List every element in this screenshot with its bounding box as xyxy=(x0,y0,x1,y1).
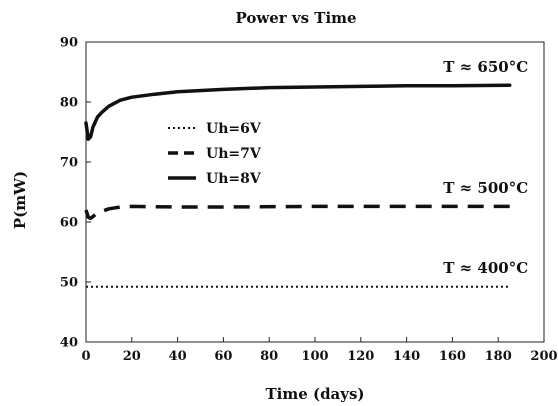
legend: Uh=6V Uh=7V Uh=8V xyxy=(168,121,262,187)
legend-label: Uh=8V xyxy=(206,171,262,187)
series-line-uh-7v xyxy=(84,204,510,221)
series-lines xyxy=(84,83,512,288)
y-tick-label: 40 xyxy=(60,336,78,351)
x-tick-label: 160 xyxy=(439,349,466,364)
chart-title: Power vs Time xyxy=(235,9,356,27)
series-line-uh-8v xyxy=(84,83,512,141)
x-tick-label: 20 xyxy=(123,349,141,364)
x-tick-label: 140 xyxy=(393,349,420,364)
annotations: T ≈ 650°C T ≈ 500°C T ≈ 400°C xyxy=(443,58,528,277)
x-tick-label: 0 xyxy=(81,349,90,364)
x-axis-label: Time (days) xyxy=(265,385,364,403)
temperature-annotation: T ≈ 650°C xyxy=(443,58,528,76)
legend-label: Uh=6V xyxy=(206,121,262,137)
x-tick-label: 180 xyxy=(485,349,512,364)
y-tick-label: 50 xyxy=(60,276,78,291)
y-axis-ticks: 40 50 60 70 80 90 xyxy=(60,36,91,351)
legend-label: Uh=7V xyxy=(206,146,262,162)
y-axis-label: P(mW) xyxy=(11,171,29,229)
x-tick-label: 120 xyxy=(347,349,374,364)
x-tick-label: 200 xyxy=(530,349,557,364)
y-tick-label: 90 xyxy=(60,36,78,51)
y-tick-label: 70 xyxy=(60,156,78,171)
x-tick-label: 100 xyxy=(301,349,328,364)
x-tick-label: 60 xyxy=(214,349,232,364)
x-tick-label: 40 xyxy=(169,349,187,364)
y-tick-label: 60 xyxy=(60,216,78,231)
temperature-annotation: T ≈ 400°C xyxy=(443,259,528,277)
temperature-annotation: T ≈ 500°C xyxy=(443,179,528,197)
x-tick-label: 80 xyxy=(260,349,278,364)
y-tick-label: 80 xyxy=(60,96,78,111)
x-axis-ticks: 0 20 40 60 80 100 120 140 160 180 200 xyxy=(81,337,558,364)
